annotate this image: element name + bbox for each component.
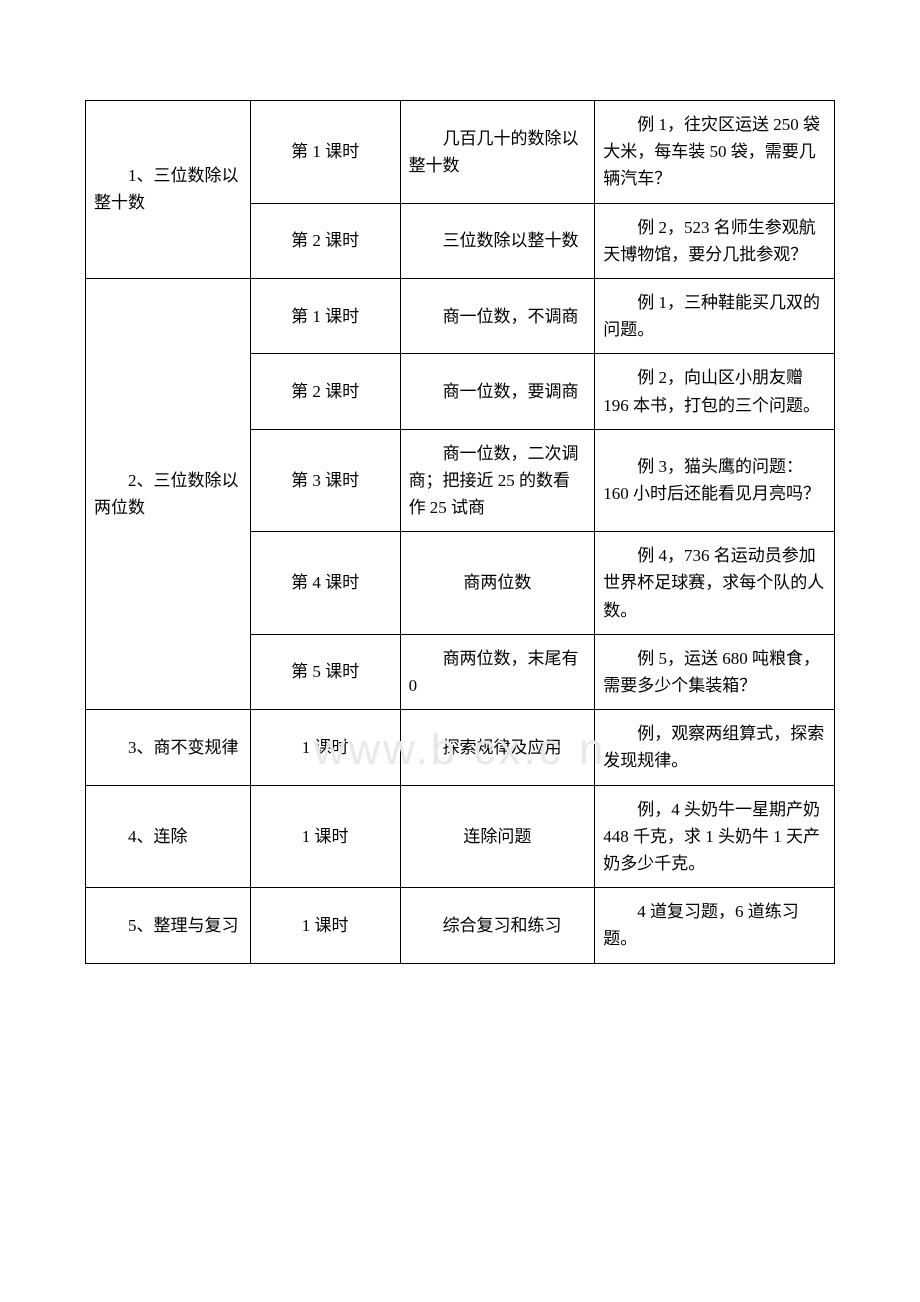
table-row: 5、整理与复习 1 课时 综合复习和练习 4 道复习题，6 道练习题。 [86,888,835,963]
section-cell: 4、连除 [86,785,251,888]
topic-cell: 几百几十的数除以整十数 [400,101,595,204]
period-cell: 1 课时 [250,785,400,888]
example-cell: 例 2，523 名师生参观航天博物馆，要分几批参观？ [595,203,835,278]
topic-cell: 商一位数，二次调商；把接近 25 的数看作 25 试商 [400,429,595,532]
topic-cell: 综合复习和练习 [400,888,595,963]
topic-cell: 探索规律及应用 [400,710,595,785]
period-cell: 第 2 课时 [250,354,400,429]
table-row: 2、三位数除以两位数 第 1 课时 商一位数，不调商 例 1，三种鞋能买几双的问… [86,278,835,353]
table-row: 1、三位数除以整十数 第 1 课时 几百几十的数除以整十数 例 1，往灾区运送 … [86,101,835,204]
period-cell: 1 课时 [250,888,400,963]
example-cell: 例 1，三种鞋能买几双的问题。 [595,278,835,353]
example-cell: 例 3，猫头鹰的问题：160 小时后还能看见月亮吗？ [595,429,835,532]
period-cell: 第 2 课时 [250,203,400,278]
period-cell: 第 4 课时 [250,532,400,635]
example-cell: 4 道复习题，6 道练习题。 [595,888,835,963]
topic-cell: 商一位数，不调商 [400,278,595,353]
section-cell: 1、三位数除以整十数 [86,101,251,279]
example-cell: 例 1，往灾区运送 250 袋大米，每车装 50 袋，需要几辆汽车？ [595,101,835,204]
example-cell: 例，4 头奶牛一星期产奶 448 千克，求 1 头奶牛 1 天产奶多少千克。 [595,785,835,888]
topic-cell: 商两位数 [400,532,595,635]
example-cell: 例 2，向山区小朋友赠 196 本书，打包的三个问题。 [595,354,835,429]
period-cell: 第 3 课时 [250,429,400,532]
topic-cell: 商一位数，要调商 [400,354,595,429]
table-container: www.b cx.c n 1、三位数除以整十数 第 1 课时 几百几十的数除以整… [85,100,835,964]
topic-cell: 连除问题 [400,785,595,888]
topic-cell: 三位数除以整十数 [400,203,595,278]
section-cell: 3、商不变规律 [86,710,251,785]
topic-cell: 商两位数，末尾有 0 [400,634,595,709]
period-cell: 1 课时 [250,710,400,785]
example-cell: 例 5，运送 680 吨粮食，需要多少个集装箱？ [595,634,835,709]
period-cell: 第 1 课时 [250,101,400,204]
table-row: 4、连除 1 课时 连除问题 例，4 头奶牛一星期产奶 448 千克，求 1 头… [86,785,835,888]
curriculum-table: 1、三位数除以整十数 第 1 课时 几百几十的数除以整十数 例 1，往灾区运送 … [85,100,835,964]
table-row: 3、商不变规律 1 课时 探索规律及应用 例，观察两组算式，探索发现规律。 [86,710,835,785]
example-cell: 例 4，736 名运动员参加世界杯足球赛，求每个队的人数。 [595,532,835,635]
period-cell: 第 1 课时 [250,278,400,353]
section-cell: 5、整理与复习 [86,888,251,963]
period-cell: 第 5 课时 [250,634,400,709]
section-cell: 2、三位数除以两位数 [86,278,251,709]
example-cell: 例，观察两组算式，探索发现规律。 [595,710,835,785]
